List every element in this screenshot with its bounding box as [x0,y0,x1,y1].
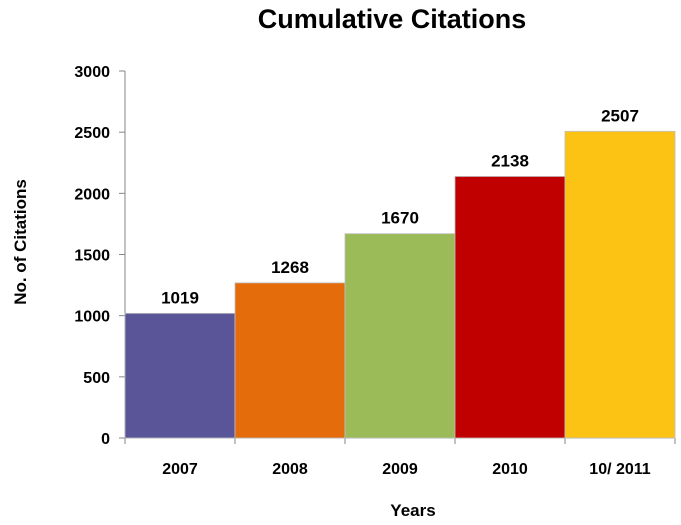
y-tick-label: 2500 [74,125,110,142]
y-tick-label: 500 [83,370,110,387]
data-label: 1670 [381,209,419,228]
data-label: 1268 [271,258,309,277]
x-axis: 2007 2008 2009 2010 10/ 2011 [124,437,676,478]
y-tick-label: 1000 [74,309,110,326]
x-tick-label: 2008 [272,461,308,478]
chart-title: Cumulative Citations [258,4,527,34]
data-label: 2507 [601,106,639,125]
x-tick-label: 2007 [162,461,198,478]
bars [124,130,676,439]
x-tick-label: 2009 [382,461,418,478]
y-tick-label: 1500 [74,248,110,265]
y-tick-label: 3000 [74,64,110,81]
bar-2009 [344,233,456,439]
bar-10-2011 [564,130,676,439]
x-tick-label: 10/ 2011 [589,461,651,478]
y-tick-label: 2000 [74,186,110,203]
bar-2010 [454,176,566,439]
data-label: 1019 [161,288,199,307]
x-tick-label: 2010 [492,461,528,478]
data-label: 2138 [491,151,529,170]
bar-2007 [124,312,236,439]
y-tick-label: 0 [101,431,110,448]
y-axis-title: No. of Citations [11,179,30,305]
x-axis-title: Years [390,501,435,520]
y-axis: 0 500 1000 1500 2000 2500 3000 [74,64,126,448]
bar-2008 [234,282,346,439]
data-labels: 1019 1268 1670 2138 2507 [161,106,639,307]
